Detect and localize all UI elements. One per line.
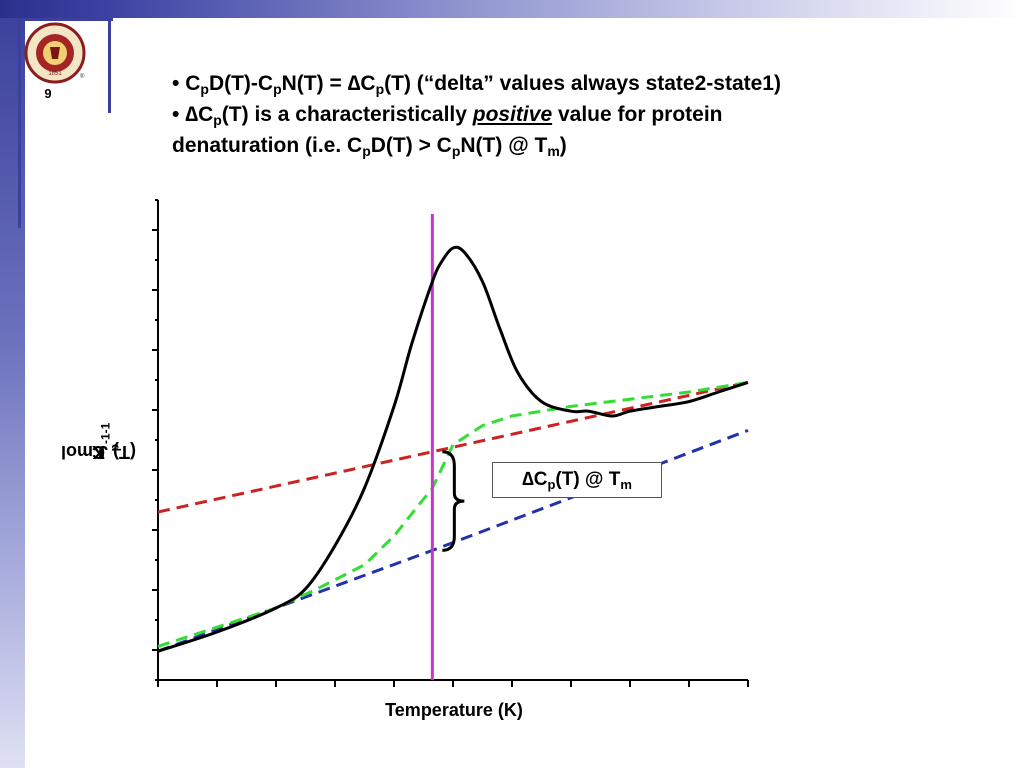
frame-line-right — [108, 18, 111, 113]
bullet-line-2: • ∆Cp(T) is a characteristically positiv… — [172, 99, 972, 130]
text-run: C — [198, 103, 214, 126]
text-run: C — [185, 72, 201, 95]
subscript: p — [451, 143, 461, 159]
frame-line-left — [18, 18, 21, 228]
bullet-list: • CpD(T)-CpN(T) = ∆Cp(T) (“delta” values… — [172, 68, 972, 161]
slide-number: 9 — [44, 86, 52, 101]
university-seal-logo: 1851 ® — [24, 22, 86, 84]
measured-cp-curve — [157, 245, 749, 653]
svg-text:1851: 1851 — [48, 71, 62, 77]
text-run: D(T)-C — [208, 72, 274, 95]
text-run: denaturation (i.e. C — [172, 134, 363, 157]
subscript: p — [213, 112, 222, 128]
baseline-dashed-series-1 — [157, 380, 749, 514]
bullet-marker: • — [172, 72, 180, 95]
frame-line-top — [18, 18, 113, 21]
subscript: m — [620, 477, 632, 492]
text-run: value for protein — [552, 103, 723, 126]
subscript: p — [362, 143, 371, 159]
annot-mid: (T) @ T — [555, 469, 621, 490]
delta-cp-brace — [442, 450, 465, 552]
text-run: D(T) > C — [370, 134, 452, 157]
subscript: p — [200, 81, 209, 97]
emphasis-positive: positive — [472, 103, 553, 126]
svg-text:®: ® — [80, 73, 85, 80]
text-run: (T) (“delta” values always state2-state1… — [384, 72, 781, 95]
text-run: N(T) = — [281, 72, 348, 95]
delta-symbol: ∆ — [185, 103, 199, 126]
bullet-line-1: • CpD(T)-CpN(T) = ∆Cp(T) (“delta” values… — [172, 68, 972, 99]
annot-c: C — [533, 469, 548, 490]
delta-symbol: ∆ — [522, 469, 534, 490]
subscript: m — [547, 143, 560, 159]
ylabel-sup: -1 — [98, 422, 113, 434]
subscript: p — [547, 477, 556, 492]
text-run: N(T) @ T — [460, 134, 548, 157]
subscript: p — [273, 81, 282, 97]
bullet-marker: • — [172, 103, 180, 126]
bullet-line-3: denaturation (i.e. CpD(T) > CpN(T) @ Tm) — [172, 130, 972, 161]
top-gradient-band — [0, 0, 1024, 18]
x-axis-label: Temperature (K) — [385, 700, 523, 720]
delta-cp-annotation: ∆Cp(T) @ Tm — [492, 462, 662, 498]
text-run: (T) is a characteristically — [221, 103, 473, 126]
delta-symbol: ∆ — [347, 72, 361, 95]
text-run: C — [360, 72, 376, 95]
subscript: p — [375, 81, 385, 97]
ylabel-k: K — [92, 441, 105, 462]
text-run: ) — [559, 134, 567, 157]
